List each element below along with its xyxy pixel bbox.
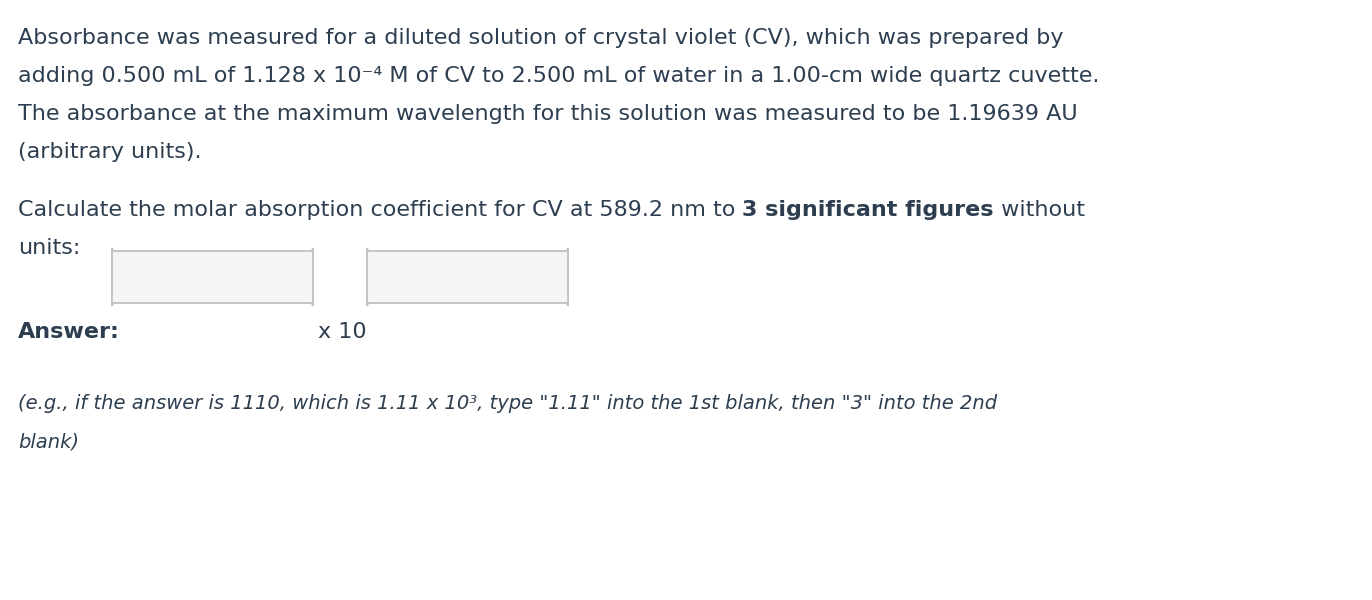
FancyBboxPatch shape	[113, 248, 313, 306]
Text: without: without	[993, 200, 1085, 220]
Text: x 10: x 10	[318, 322, 366, 342]
FancyBboxPatch shape	[366, 248, 568, 306]
Text: Calculate the molar absorption coefficient for CV at 589.2 nm to: Calculate the molar absorption coefficie…	[18, 200, 742, 220]
Text: blank): blank)	[18, 432, 80, 451]
Text: (e.g., if the answer is 1110, which is 1.11 x 10³, type "1.11" into the 1st blan: (e.g., if the answer is 1110, which is 1…	[18, 394, 997, 413]
Text: units:: units:	[18, 238, 81, 258]
Text: 3 significant figures: 3 significant figures	[742, 200, 993, 220]
Text: Absorbance was measured for a diluted solution of crystal violet (CV), which was: Absorbance was measured for a diluted so…	[18, 28, 1063, 48]
Text: The absorbance at the maximum wavelength for this solution was measured to be 1.: The absorbance at the maximum wavelength…	[18, 104, 1077, 124]
Text: Answer:: Answer:	[18, 322, 119, 342]
Text: adding 0.500 mL of 1.128 x 10⁻⁴ M of CV to 2.500 mL of water in a 1.00-cm wide q: adding 0.500 mL of 1.128 x 10⁻⁴ M of CV …	[18, 66, 1099, 86]
Text: (arbitrary units).: (arbitrary units).	[18, 142, 202, 162]
